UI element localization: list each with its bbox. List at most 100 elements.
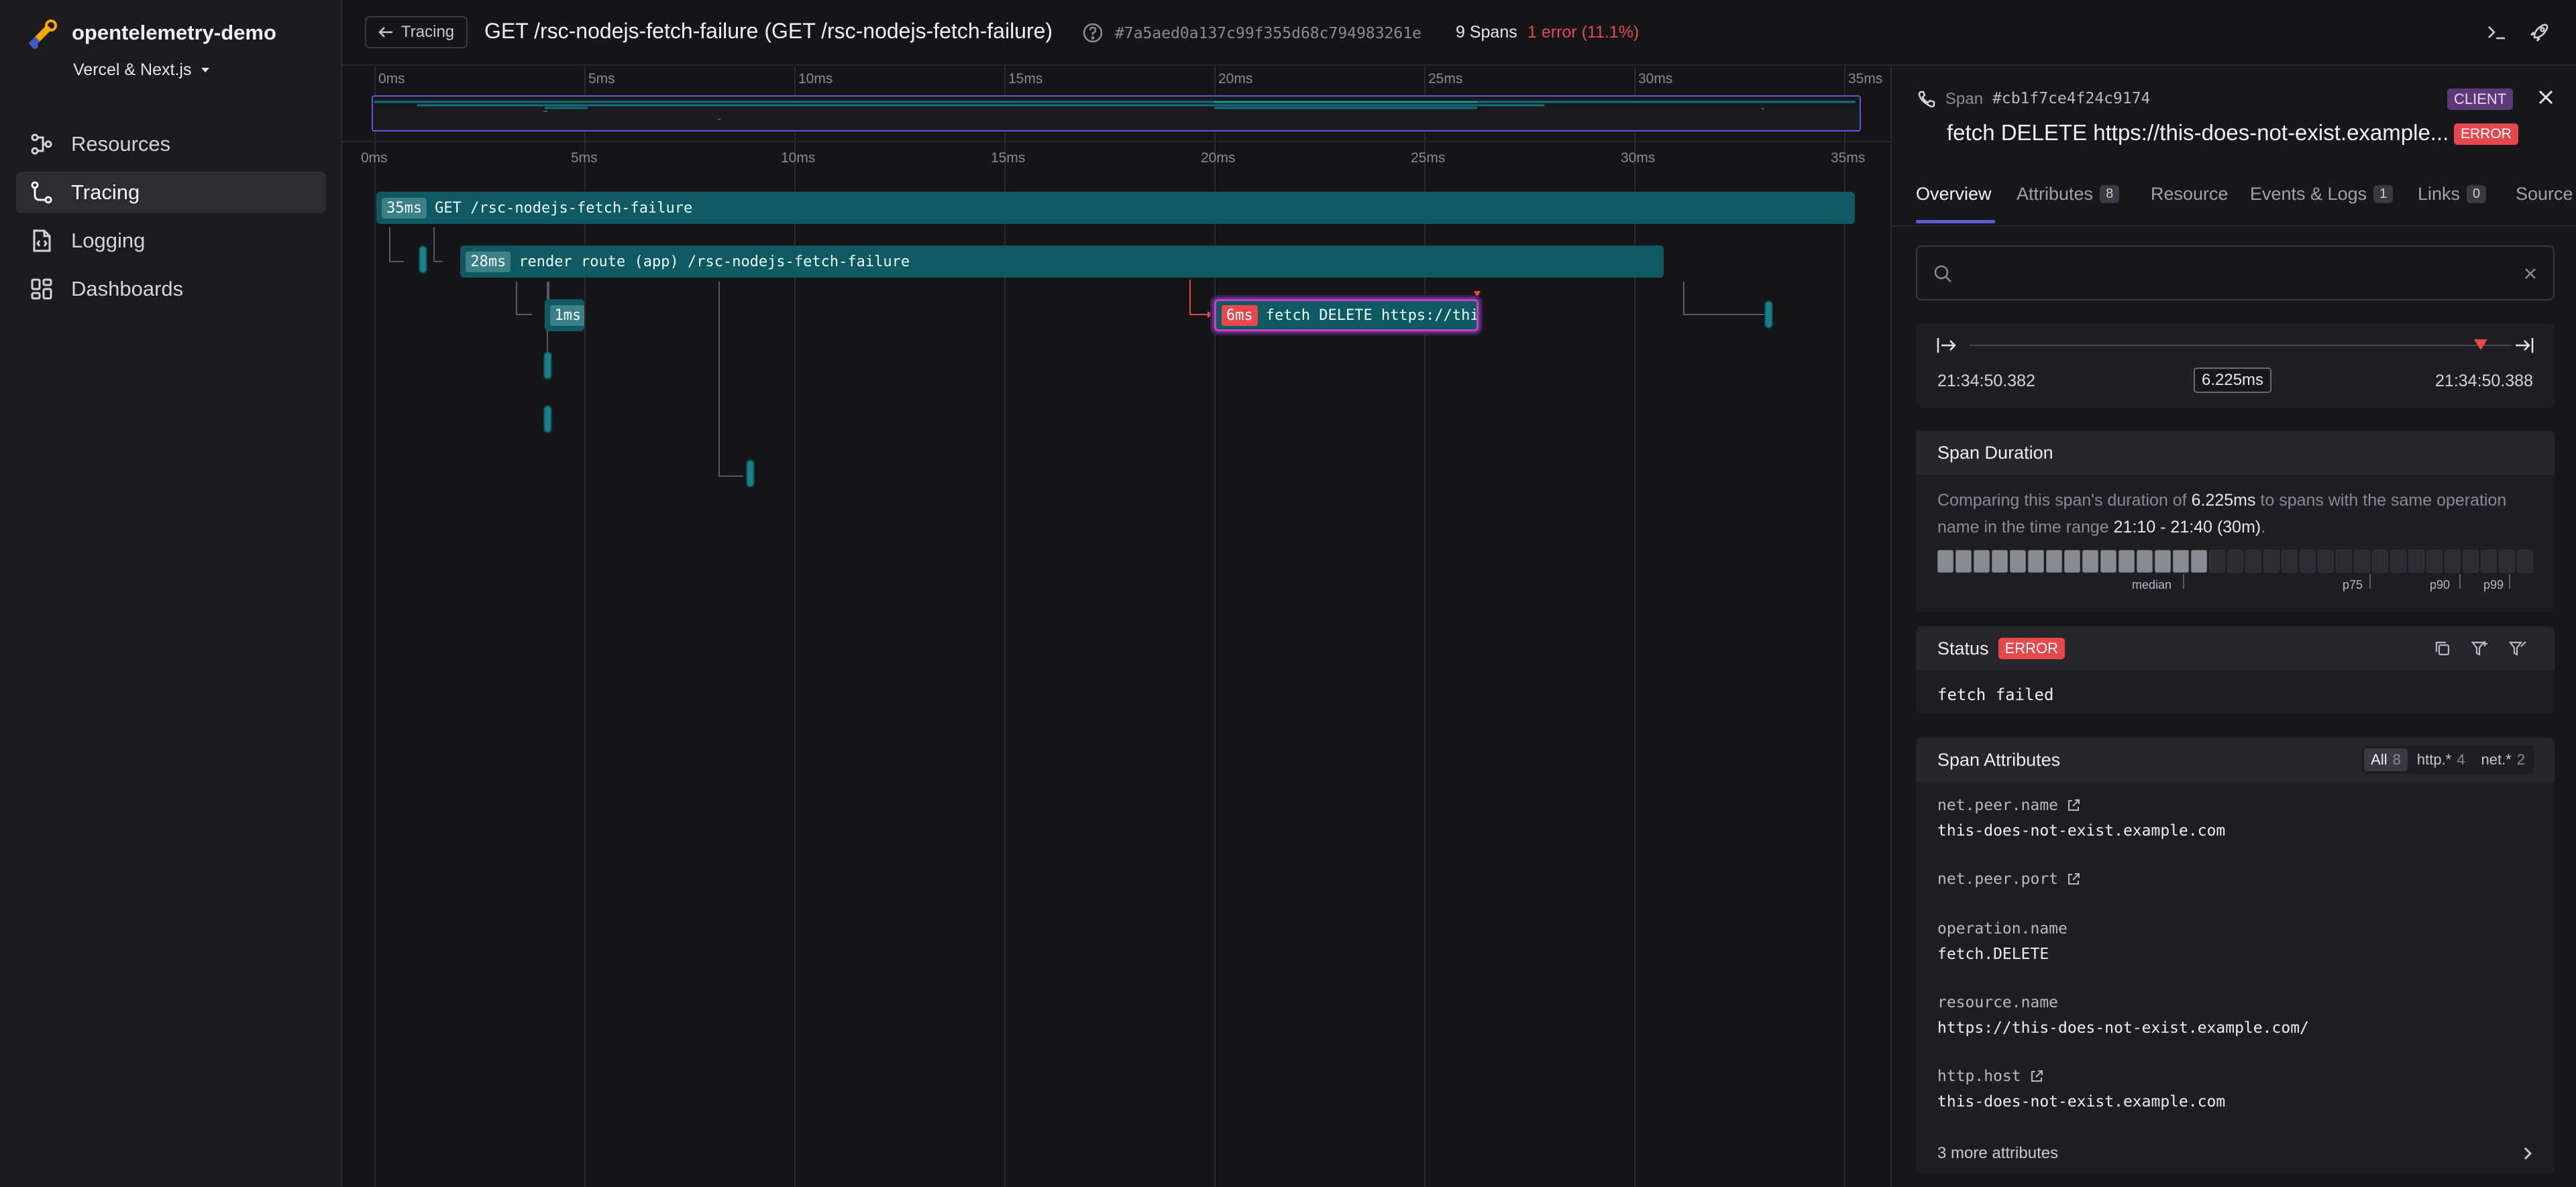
histogram-cell	[2517, 550, 2533, 573]
span-bar[interactable]: 28ms render route (app) /rsc-nodejs-fetch…	[460, 245, 1664, 278]
sidebar-item-logging[interactable]: Logging	[16, 220, 326, 262]
histogram-cell	[2408, 550, 2424, 573]
jump-to-start-icon[interactable]	[1936, 335, 1957, 355]
trace-minimap[interactable]	[372, 95, 1861, 131]
sidebar-item-resources[interactable]: Resources	[16, 123, 326, 165]
app-name: opentelemetry-demo	[72, 21, 276, 44]
status-card: Status ERROR fetch failed	[1916, 626, 2555, 714]
tab-resource[interactable]: Resource	[2151, 184, 2229, 205]
clear-search-icon[interactable]	[2524, 267, 2537, 280]
attribute-key[interactable]: net.peer.name	[1937, 797, 2081, 814]
percentile-divider	[2459, 574, 2461, 589]
span-name: fetch DELETE https://this-does-not-exist…	[1265, 306, 1479, 324]
attribute-value: https://this-does-not-exist.example.com/	[1937, 1019, 2309, 1037]
error-count: 1 error (11.1%)	[1527, 23, 1640, 42]
external-link-icon[interactable]	[2029, 1069, 2044, 1084]
active-tab-indicator	[1916, 220, 1995, 223]
filter-label: All	[2371, 751, 2387, 768]
dashboards-icon	[31, 278, 52, 300]
span-attributes-card: Span Attributes All 8 http.* 4 net.* 2 net.…	[1916, 738, 2555, 1174]
attribute-key[interactable]: net.peer.port	[1937, 870, 2081, 888]
tab-events-logs[interactable]: Events & Logs 1	[2250, 184, 2394, 205]
span-bar-error[interactable]: 6ms fetch DELETE https://this-does-not-ex…	[1212, 297, 1481, 333]
range-start: 21:34:50.382	[1937, 372, 2035, 390]
attribute-key[interactable]: http.host	[1937, 1068, 2044, 1085]
tab-label: Events & Logs	[2250, 184, 2367, 204]
gridline	[1004, 66, 1006, 1187]
search-input[interactable]	[1960, 256, 2483, 290]
external-link-icon[interactable]	[2066, 872, 2081, 887]
histogram-cell	[2064, 550, 2080, 573]
tab-source[interactable]: Source	[2516, 184, 2573, 205]
copy-icon[interactable]	[2432, 638, 2453, 659]
span-duration: 6ms	[1222, 304, 1258, 326]
help-icon[interactable]	[1082, 22, 1104, 44]
filter-http[interactable]: http.* 4	[2410, 748, 2472, 771]
client-span-icon	[1918, 91, 1935, 108]
terminal-icon[interactable]	[2485, 20, 2509, 44]
histogram-cell	[2282, 550, 2298, 573]
tab-count: 0	[2467, 185, 2487, 203]
sidebar-item-dashboards[interactable]: Dashboards	[16, 268, 326, 310]
span-marker[interactable]	[543, 351, 552, 380]
tab-overview[interactable]: Overview	[1916, 184, 1992, 205]
percentile-divider	[2509, 574, 2510, 589]
percentile-divider	[2183, 574, 2184, 589]
tab-label: Links	[2418, 184, 2461, 204]
minimap-tick-label: 20ms	[1218, 71, 1253, 87]
trace-header: Tracing GET /rsc-nodejs-fetch-failure (G…	[342, 0, 2576, 66]
timeline-tick-label: 35ms	[1831, 150, 1866, 166]
filter-add-icon[interactable]	[2470, 638, 2490, 659]
histogram-cell	[2155, 550, 2171, 573]
minimap-tick-label: 0ms	[378, 71, 405, 87]
filter-net[interactable]: net.* 2	[2474, 748, 2532, 771]
timeline-tick-label: 10ms	[781, 150, 816, 166]
attribute-search[interactable]	[1916, 245, 2555, 300]
time-range-card: 21:34:50.382 6.225ms 21:34:50.388	[1916, 323, 2555, 408]
tab-label: Attributes	[2017, 184, 2094, 204]
filter-label: http.*	[2416, 751, 2452, 768]
trace-title: GET /rsc-nodejs-fetch-failure (GET /rsc-…	[484, 19, 1053, 43]
attribute-key[interactable]: operation.name	[1937, 920, 2068, 938]
span-marker[interactable]	[1764, 300, 1773, 329]
span-count: 9 Spans	[1456, 23, 1517, 42]
jump-to-end-icon[interactable]	[2513, 335, 2534, 355]
histogram-cell	[2046, 550, 2062, 573]
more-attributes-row[interactable]: 3 more attributes	[1916, 1133, 2555, 1174]
span-bar[interactable]: 35ms GET /rsc-nodejs-fetch-failure	[376, 192, 1855, 224]
timeline-tick-label: 5ms	[571, 150, 598, 166]
minimap-tick-label: 25ms	[1428, 71, 1463, 87]
trace-id: #7a5aed0a137c99f355d68c794983261e	[1115, 25, 1421, 42]
rocket-icon[interactable]	[2528, 20, 2552, 44]
description-text: Comparing this span's duration of	[1937, 491, 2192, 510]
span-marker[interactable]	[419, 245, 427, 274]
back-to-tracing-button[interactable]: Tracing	[365, 16, 468, 48]
percentile-p90: p90	[2430, 578, 2451, 591]
tab-links[interactable]: Links 0	[2418, 184, 2487, 205]
duration-description: Comparing this span's duration of 6.225m…	[1937, 487, 2541, 541]
external-link-icon[interactable]	[2066, 798, 2081, 813]
sidebar: opentelemetry-demo Vercel & Next.js Reso…	[0, 0, 342, 1187]
attribute-key[interactable]: resource.name	[1937, 994, 2058, 1011]
span-marker[interactable]	[543, 405, 552, 433]
range-duration: 6.225ms	[2194, 368, 2272, 393]
histogram-cell	[2209, 550, 2225, 573]
duration-histogram	[1937, 550, 2534, 573]
close-icon[interactable]	[2536, 87, 2556, 107]
percentile-p99: p99	[2483, 578, 2504, 591]
histogram-cell	[2445, 550, 2461, 573]
histogram-cell	[2082, 550, 2098, 573]
timeline-tick-label: 20ms	[1201, 150, 1236, 166]
environment-selector[interactable]: Vercel & Next.js	[73, 60, 210, 80]
filter-all[interactable]: All 8	[2364, 748, 2408, 771]
filter-exclude-icon[interactable]	[2508, 638, 2528, 659]
histogram-cell	[2481, 550, 2497, 573]
attribute-filter-group: All 8 http.* 4 net.* 2	[2361, 746, 2534, 774]
span-bar[interactable]: 1ms	[544, 299, 584, 331]
span-marker[interactable]	[746, 459, 755, 488]
histogram-cell	[2318, 550, 2334, 573]
minimap-tick-label: 30ms	[1638, 71, 1673, 87]
trace-timeline[interactable]: 0ms 5ms 10ms 15ms 20ms 25ms 30ms 35ms 0ms 5ms 10m…	[342, 66, 1890, 1187]
sidebar-item-tracing[interactable]: Tracing	[16, 172, 326, 213]
tab-attributes[interactable]: Attributes 8	[2017, 184, 2120, 205]
